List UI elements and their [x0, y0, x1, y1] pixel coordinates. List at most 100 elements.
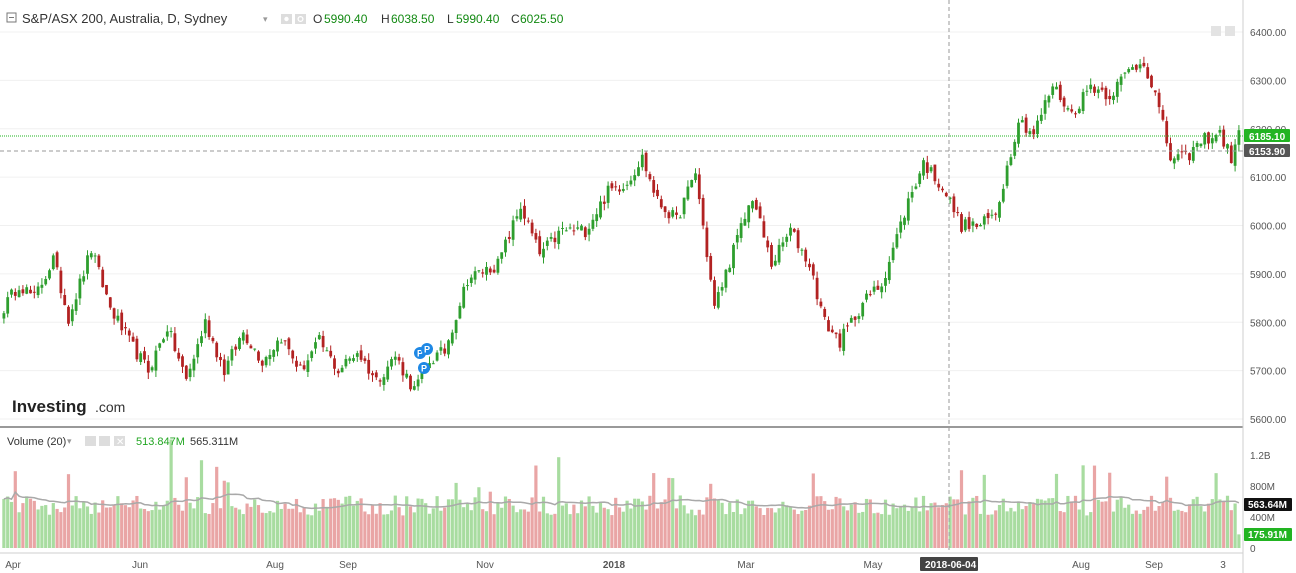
volume-chevron-icon[interactable]: ▾ [67, 436, 72, 446]
candle-body [834, 332, 838, 335]
settings-icon[interactable] [295, 14, 306, 24]
collapse-icon[interactable] [6, 12, 17, 23]
volume-bar [610, 515, 614, 548]
volume-bar [1237, 534, 1241, 548]
candle-body [564, 230, 568, 232]
event-marker-icon[interactable] [418, 362, 430, 374]
candle-body [1039, 114, 1043, 121]
candle-body [317, 335, 321, 340]
candle-body [701, 197, 705, 226]
volume-bar [583, 506, 587, 548]
candle-body [1074, 113, 1077, 115]
candle-body [207, 320, 211, 337]
candle-body [158, 343, 162, 348]
candle-body [1210, 138, 1214, 144]
volume-bar [845, 510, 850, 548]
candle-body [534, 233, 538, 240]
candle-body [583, 227, 587, 238]
volume-bar [120, 503, 124, 548]
candle-body [55, 252, 59, 268]
price-tick-label: 5700.00 [1250, 367, 1287, 378]
volume-bar [363, 511, 367, 548]
volume-settings-icon[interactable] [99, 436, 110, 446]
candle-body [720, 287, 724, 291]
eye-pupil-icon [284, 16, 289, 22]
volume-bar [59, 512, 63, 548]
candle-body [663, 206, 667, 213]
settings-small-icon[interactable] [1225, 26, 1235, 36]
volume-bar [55, 508, 59, 548]
volume-bar [17, 512, 21, 548]
candle-body [914, 186, 918, 189]
candle-body [637, 167, 640, 176]
volume-close-icon[interactable] [114, 436, 125, 446]
volume-bar [644, 509, 648, 548]
candle-body [234, 346, 238, 350]
volume-bar [1225, 495, 1230, 548]
volume-bar [272, 512, 276, 548]
candle-body [777, 244, 781, 263]
time-tick-label: Jun [132, 560, 148, 571]
candle-body [1028, 131, 1032, 135]
volume-bar [1138, 513, 1142, 548]
volume-bar [633, 498, 637, 548]
volume-bar [93, 502, 97, 548]
candle-body [131, 336, 135, 342]
volume-bar [709, 483, 713, 548]
candle-body [1104, 87, 1108, 100]
candle-body [929, 167, 933, 172]
candle-body [1142, 62, 1146, 67]
candle-body [542, 248, 545, 258]
volume-title: Volume (20) [7, 436, 66, 448]
volume-bar [1035, 498, 1040, 548]
volume-bar [861, 511, 865, 548]
volume-bar [769, 508, 774, 548]
volume-bar [804, 510, 808, 548]
candle-body [526, 220, 530, 222]
candle-body [13, 291, 17, 296]
volume-bar [640, 501, 644, 548]
candle-body [762, 221, 766, 238]
candle-body [74, 299, 78, 311]
candle-body [363, 358, 367, 361]
candle-body [865, 293, 868, 300]
volume-bar [1024, 505, 1028, 548]
volume-bar [230, 506, 234, 548]
candle-body [1191, 147, 1195, 161]
volume-bar [997, 504, 1002, 548]
volume-eye-icon[interactable] [85, 436, 96, 446]
volume-bar [1203, 511, 1207, 548]
volume-bar [256, 505, 261, 548]
candle-body [633, 175, 637, 181]
event-marker-label: P [417, 349, 423, 359]
volume-bar [253, 499, 257, 548]
candle-body [378, 380, 382, 382]
event-marker-label: P [421, 364, 427, 374]
volume-bar [1043, 500, 1047, 548]
volume-bar [127, 507, 131, 548]
info-icon[interactable] [1211, 26, 1221, 36]
volume-bar [918, 511, 922, 548]
candle-body [154, 350, 158, 371]
chevron-down-icon[interactable]: ▾ [263, 14, 268, 24]
candle-body [1085, 90, 1089, 92]
candle-body [1153, 90, 1157, 93]
volume-bar [351, 505, 356, 548]
volume-bar [401, 515, 405, 548]
volume-bar [9, 501, 14, 548]
volume-bar [416, 498, 420, 548]
ohlc-open-value: 5990.40 [324, 12, 368, 26]
event-markers[interactable]: P PP [414, 343, 433, 374]
candle-body [629, 180, 633, 185]
event-marker-icon[interactable] [421, 343, 433, 355]
volume-bar [1020, 509, 1024, 548]
volume-bar [104, 507, 109, 548]
candle-body [36, 286, 40, 296]
candle-body [1233, 144, 1237, 166]
candle-body [614, 186, 618, 188]
volume-bar [975, 495, 979, 548]
candle-body [86, 255, 89, 274]
candle-body [621, 188, 625, 191]
ohlc-close-value: 6025.50 [520, 12, 564, 26]
